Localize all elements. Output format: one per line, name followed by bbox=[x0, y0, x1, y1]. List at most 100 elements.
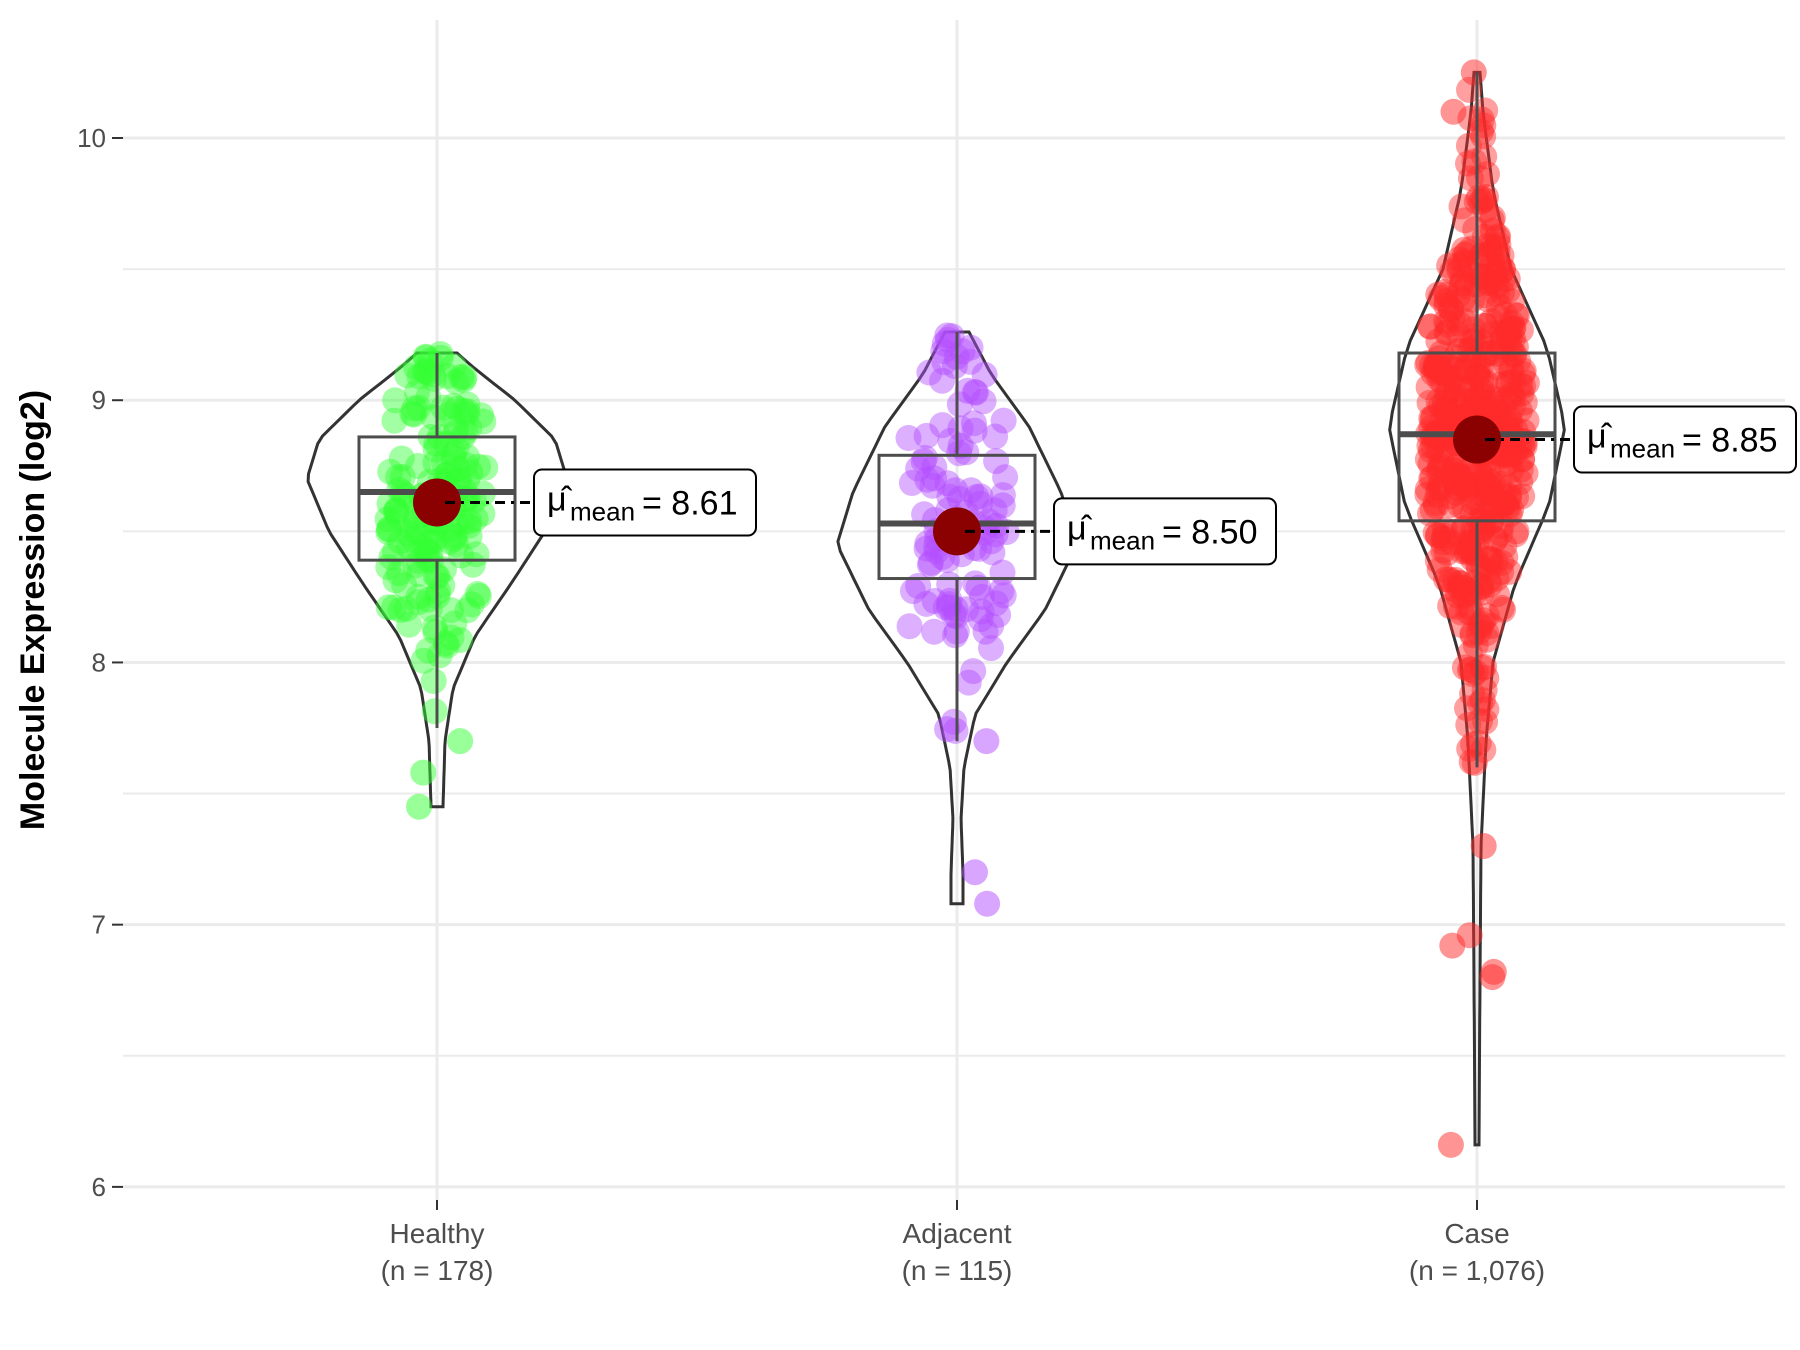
data-point bbox=[1440, 518, 1467, 545]
data-point bbox=[913, 590, 940, 617]
violin-adjacent bbox=[836, 330, 1078, 906]
data-point bbox=[456, 414, 483, 441]
data-point bbox=[1507, 469, 1534, 495]
data-point bbox=[1504, 302, 1530, 329]
data-point bbox=[440, 393, 467, 419]
data-point bbox=[1456, 922, 1483, 949]
data-point bbox=[1461, 328, 1488, 355]
data-point bbox=[931, 349, 958, 376]
data-point bbox=[949, 338, 976, 365]
data-point bbox=[374, 506, 401, 533]
data-point bbox=[1449, 270, 1476, 297]
data-point bbox=[413, 358, 440, 385]
data-point bbox=[1486, 371, 1513, 398]
data-point bbox=[1443, 364, 1470, 391]
x-category-label: Adjacent bbox=[903, 1218, 1012, 1249]
data-point bbox=[405, 520, 432, 546]
data-point bbox=[1476, 546, 1503, 573]
data-point bbox=[1430, 525, 1457, 552]
data-point bbox=[1485, 304, 1512, 331]
data-point bbox=[1450, 582, 1477, 609]
data-point bbox=[1499, 385, 1526, 411]
data-point bbox=[1429, 368, 1456, 395]
data-point bbox=[427, 341, 454, 367]
data-point bbox=[415, 637, 442, 664]
data-point bbox=[1488, 594, 1515, 621]
data-point bbox=[454, 466, 481, 493]
data-point bbox=[1462, 472, 1489, 498]
data-point bbox=[1468, 118, 1494, 145]
data-point bbox=[406, 538, 433, 565]
data-point bbox=[1420, 360, 1447, 387]
data-point bbox=[1427, 285, 1454, 312]
data-point bbox=[1493, 451, 1520, 478]
data-point bbox=[1477, 493, 1503, 520]
data-point bbox=[1475, 456, 1502, 483]
data-point bbox=[1478, 207, 1505, 234]
data-point bbox=[416, 529, 443, 556]
x-category-count: (n = 178) bbox=[381, 1255, 494, 1286]
data-point bbox=[1449, 265, 1476, 291]
data-point bbox=[967, 490, 994, 517]
data-point bbox=[1437, 593, 1464, 619]
data-point bbox=[1437, 492, 1464, 518]
points-healthy bbox=[374, 341, 499, 820]
data-point bbox=[982, 423, 1009, 450]
data-point bbox=[1460, 661, 1487, 688]
data-point bbox=[391, 572, 418, 599]
data-point bbox=[947, 415, 974, 442]
data-point bbox=[934, 716, 961, 743]
data-point bbox=[422, 436, 449, 463]
data-point bbox=[465, 453, 491, 480]
y-axis: 6 7 8 9 10 bbox=[77, 123, 123, 1202]
data-point bbox=[1479, 482, 1506, 509]
data-point bbox=[1473, 696, 1500, 723]
y-tick-label: 10 bbox=[77, 123, 106, 153]
data-point bbox=[1434, 311, 1461, 338]
data-point bbox=[1478, 308, 1505, 335]
data-point bbox=[1433, 566, 1460, 593]
data-point bbox=[1423, 353, 1450, 380]
data-point bbox=[1493, 410, 1520, 437]
data-point bbox=[1432, 278, 1459, 305]
data-point bbox=[381, 538, 408, 565]
data-point bbox=[454, 398, 481, 425]
data-point bbox=[1495, 496, 1521, 522]
data-point bbox=[405, 583, 432, 610]
data-point bbox=[1430, 360, 1456, 387]
data-point bbox=[1444, 462, 1471, 488]
data-point bbox=[1461, 520, 1488, 547]
data-point bbox=[1422, 519, 1449, 546]
data-point bbox=[376, 490, 403, 517]
data-point bbox=[1417, 450, 1444, 477]
data-point bbox=[447, 728, 474, 755]
data-point bbox=[1502, 521, 1529, 548]
data-point bbox=[1474, 473, 1501, 500]
data-point bbox=[420, 404, 447, 431]
data-point bbox=[444, 395, 471, 422]
data-point bbox=[459, 551, 486, 578]
data-point bbox=[1460, 731, 1486, 758]
data-point bbox=[1442, 375, 1469, 402]
data-point bbox=[457, 459, 484, 486]
data-point bbox=[1419, 464, 1446, 491]
data-point bbox=[412, 343, 439, 370]
data-point bbox=[1462, 485, 1489, 512]
data-point bbox=[1502, 302, 1529, 328]
data-point bbox=[1442, 593, 1469, 620]
y-tick-label: 8 bbox=[92, 647, 106, 677]
data-point bbox=[465, 583, 492, 609]
data-point bbox=[1500, 314, 1527, 341]
data-point bbox=[1418, 465, 1445, 492]
data-point bbox=[1467, 613, 1494, 640]
data-point bbox=[1414, 476, 1441, 503]
data-point bbox=[1431, 389, 1458, 416]
data-point bbox=[1482, 526, 1509, 553]
data-point bbox=[1510, 373, 1537, 400]
x-category-label: Case bbox=[1444, 1218, 1509, 1249]
group-adjacent: μ̂ mean = 8.50 bbox=[836, 322, 1277, 917]
data-point bbox=[1425, 475, 1452, 502]
groups-layer: μ̂ mean = 8.61 μ̂ mean = 8.50 μ̂ mean = 8.85 bbox=[306, 59, 1797, 1158]
data-point bbox=[1500, 325, 1526, 352]
data-point bbox=[913, 535, 940, 562]
